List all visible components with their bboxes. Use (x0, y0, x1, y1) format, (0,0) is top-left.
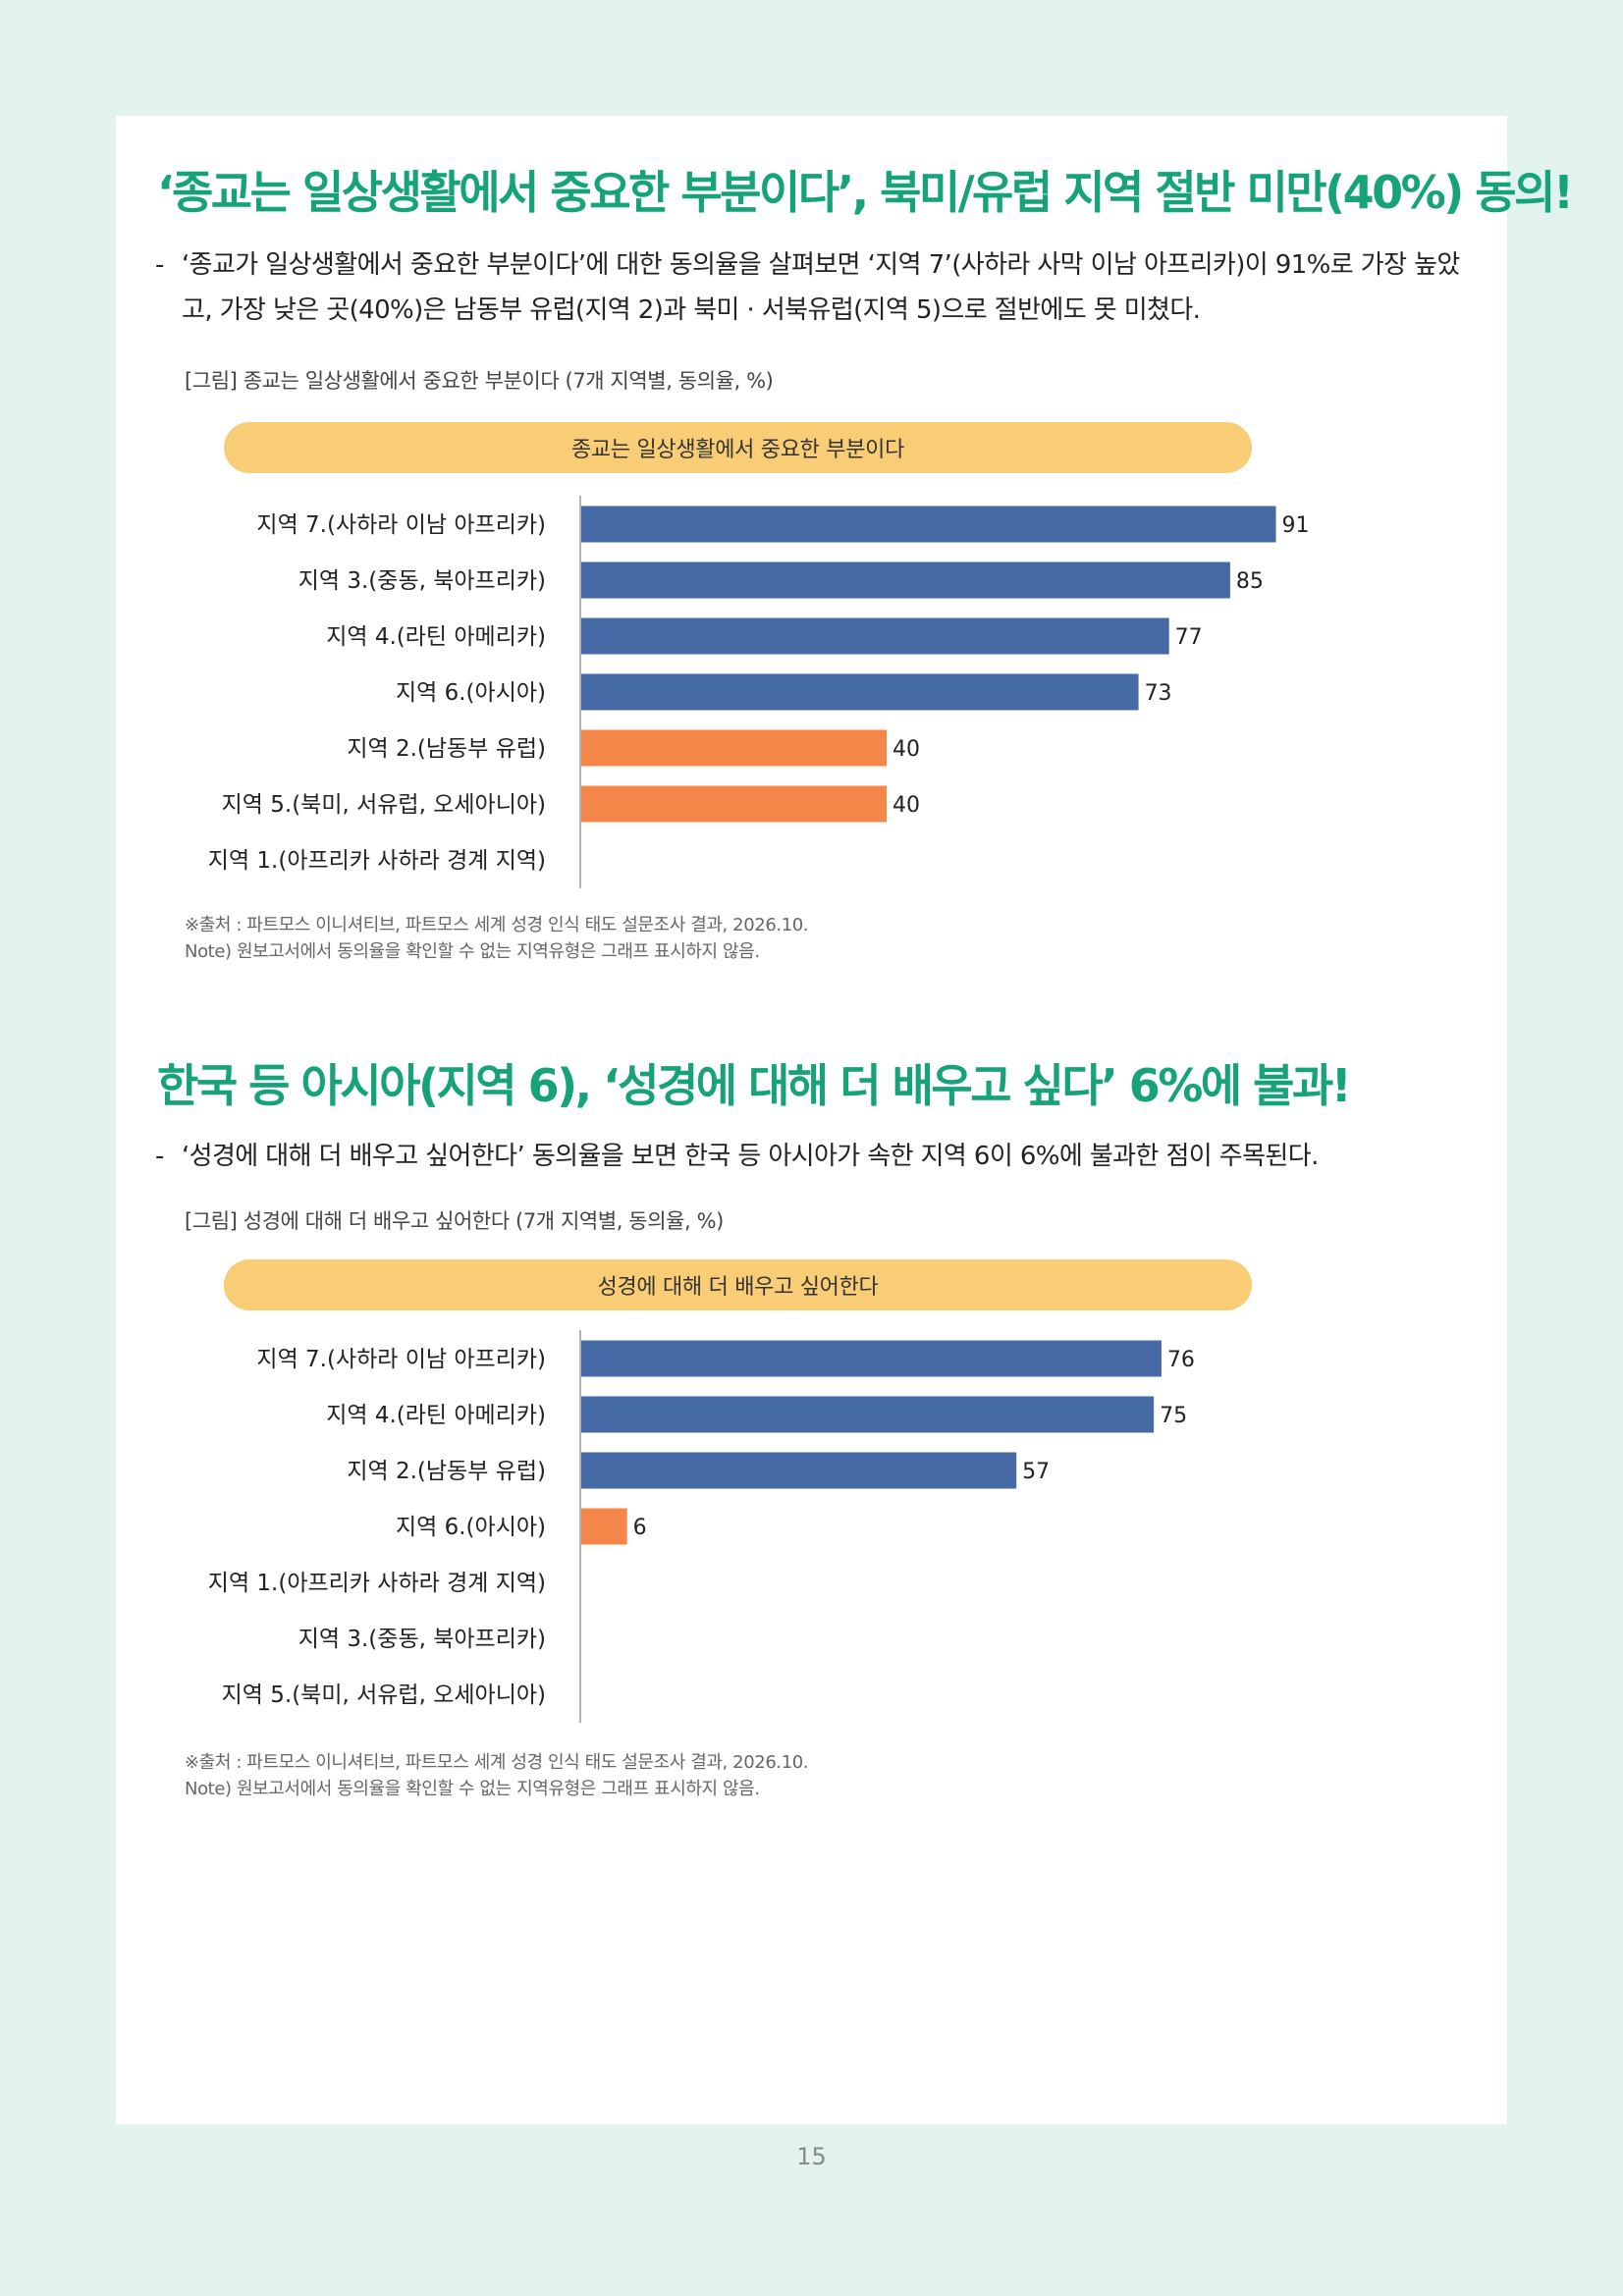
data-label: 77 (1175, 625, 1203, 650)
section2-heading: 한국 등 아시아(지역 6), ‘성경에 대해 더 배우고 싶다’ 6%에 불과… (157, 1059, 1352, 1112)
category-label: 지역 2.(남동부 유럽) (347, 1459, 546, 1484)
page-number: 15 (796, 2143, 827, 2170)
category-label: 지역 4.(라틴 아메리카) (326, 624, 546, 650)
bar (581, 1508, 627, 1545)
category-label: 지역 7.(사하라 이남 아프리카) (256, 512, 546, 538)
data-label: 40 (893, 737, 920, 762)
bar (581, 1340, 1162, 1377)
section2-figure-caption: [그림] 성경에 대해 더 배우고 싶어한다 (7개 지역별, 동의율, %) (185, 1209, 724, 1233)
section2-source-note: ※출처 : 파트모스 이니셔티브, 파트모스 세계 성경 인식 태도 설문조사 … (185, 1752, 809, 1773)
bar (581, 561, 1230, 599)
data-label: 76 (1167, 1348, 1195, 1372)
bar (581, 673, 1139, 711)
section1-paragraph: - ‘종교가 일상생활에서 중요한 부분이다’에 대한 동의율을 살펴보면 ‘지… (155, 242, 1471, 333)
bar (581, 617, 1169, 655)
data-label: 75 (1160, 1404, 1187, 1428)
category-label: 지역 6.(아시아) (396, 680, 546, 706)
data-label: 40 (893, 793, 920, 818)
category-label: 지역 4.(라틴 아메리카) (326, 1403, 546, 1428)
bible-learning-bar-chart: 지역 7.(사하라 이남 아프리카) 76 지역 4.(라틴 아메리카) 75 지역 2… (208, 1330, 1195, 1723)
category-label: 지역 1.(아프리카 사하라 경계 지역) (208, 1571, 546, 1596)
bar (581, 506, 1276, 543)
section1-figure-caption: [그림] 종교는 일상생활에서 중요한 부분이다 (7개 지역별, 동의율, %… (185, 369, 774, 393)
bar (581, 729, 887, 767)
bar (581, 785, 887, 823)
section2-chart-title-pill: 성경에 대해 더 배우고 싶어한다 (224, 1259, 1252, 1310)
category-label: 지역 3.(중동, 북아프리카) (298, 568, 546, 594)
section1-heading: ‘종교는 일상생활에서 중요한 부분이다’, 북미/유럽 지역 절반 미만(40… (157, 166, 1574, 219)
section2-body-text: ‘성경에 대해 더 배우고 싶어한다’ 동의율을 보면 한국 등 아시아가 속한… (182, 1142, 1319, 1171)
category-label: 지역 3.(중동, 북아프리카) (298, 1627, 546, 1652)
category-label: 지역 6.(아시아) (396, 1515, 546, 1540)
section2-chart-title: 성경에 대해 더 배우고 싶어한다 (597, 1275, 879, 1300)
data-label: 6 (633, 1516, 647, 1540)
bullet-dash: - (155, 1142, 164, 1171)
section1-chart-title-pill: 종교는 일상생활에서 중요한 부분이다 (224, 422, 1252, 473)
section1-chart-title: 종교는 일상생활에서 중요한 부분이다 (570, 438, 905, 462)
bar (581, 1396, 1155, 1433)
section1-body-text: ‘종교가 일상생활에서 중요한 부분이다’에 대한 동의율을 살펴보면 ‘지역 … (182, 250, 1460, 325)
category-label: 지역 5.(북미, 서유럽, 오세아니아) (222, 1682, 546, 1708)
report-page (116, 116, 1507, 2124)
bar (581, 1452, 1017, 1489)
data-label: 73 (1145, 681, 1172, 706)
category-label: 지역 5.(북미, 서유럽, 오세아니아) (222, 792, 546, 818)
data-label: 91 (1282, 513, 1310, 538)
data-label: 85 (1236, 569, 1264, 594)
category-label: 지역 7.(사하라 이남 아프리카) (256, 1347, 546, 1372)
section2-paragraph: - ‘성경에 대해 더 배우고 싶어한다’ 동의율을 보면 한국 등 아시아가 … (155, 1134, 1471, 1179)
religion-importance-bar-chart: 지역 7.(사하라 이남 아프리카) 91 지역 3.(중동, 북아프리카) 85 지역… (208, 496, 1310, 888)
bullet-dash: - (155, 250, 164, 280)
data-label: 57 (1022, 1460, 1050, 1484)
category-label: 지역 1.(아프리카 사하라 경계 지역) (208, 848, 546, 874)
section1-note: Note) 원보고서에서 동의율을 확인할 수 없는 지역유형은 그래프 표시하… (185, 941, 760, 962)
section1-source-note: ※출처 : 파트모스 이니셔티브, 파트모스 세계 성경 인식 태도 설문조사 … (185, 915, 809, 935)
category-label: 지역 2.(남동부 유럽) (347, 736, 546, 762)
section2-note: Note) 원보고서에서 동의율을 확인할 수 없는 지역유형은 그래프 표시하… (185, 1779, 760, 1799)
